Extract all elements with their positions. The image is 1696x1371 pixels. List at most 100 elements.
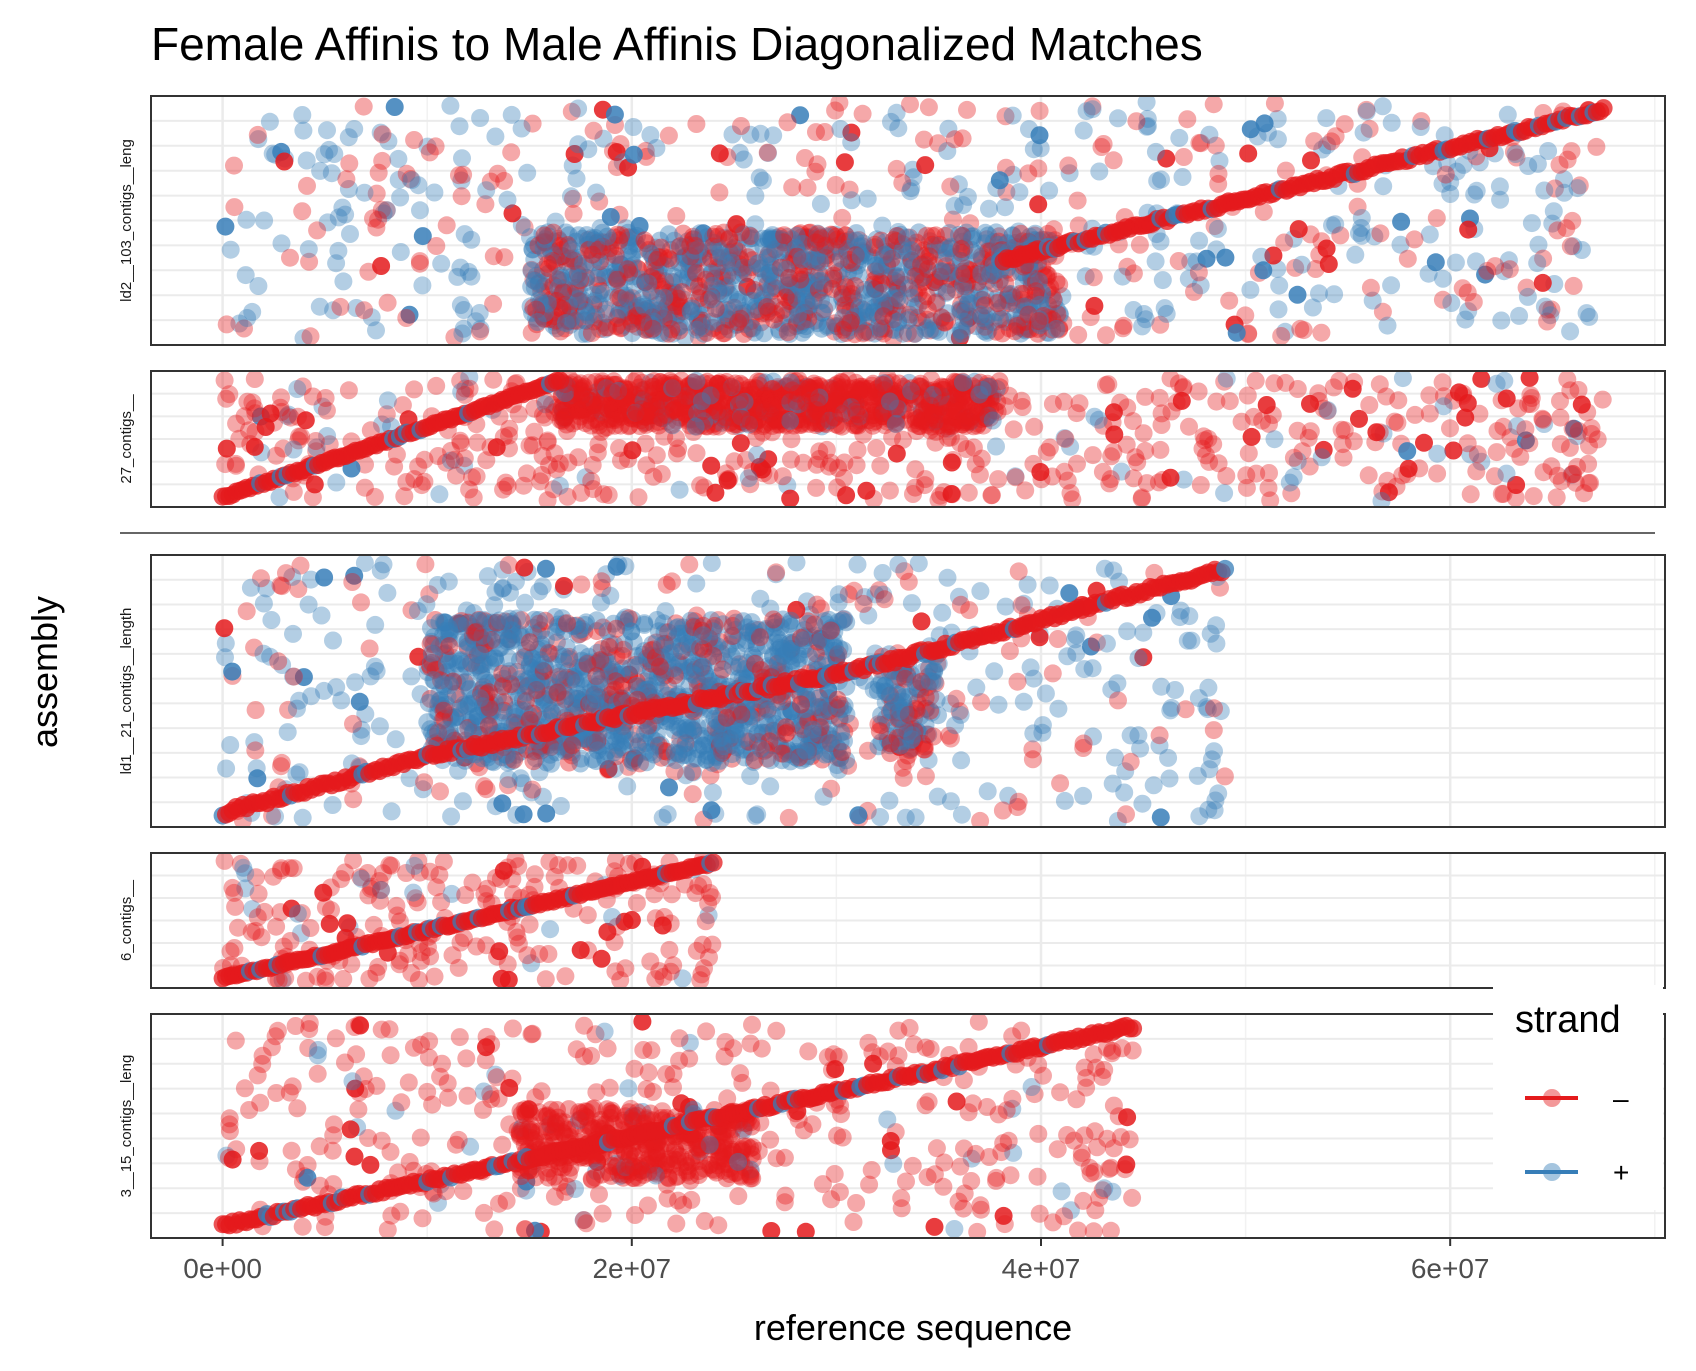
data-point: [569, 376, 588, 395]
data-point: [757, 298, 776, 317]
data-point: [552, 268, 571, 287]
data-point: [675, 739, 694, 758]
data-point: [757, 620, 775, 638]
data-point: [1040, 305, 1059, 324]
data-point: [803, 251, 822, 270]
data-point: [860, 382, 879, 401]
data-point: [960, 601, 979, 620]
data-point: [748, 411, 767, 430]
data-point: [614, 401, 633, 420]
data-point: [748, 625, 767, 644]
data-point: [627, 676, 646, 695]
data-point: [561, 389, 580, 408]
data-point: [448, 654, 467, 673]
data-point: [819, 623, 838, 642]
data-point: [249, 277, 268, 295]
data-point: [966, 455, 985, 474]
data-point: [554, 676, 573, 695]
data-point: [635, 297, 654, 316]
data-point: [764, 402, 783, 421]
data-point: [756, 373, 775, 392]
data-point: [819, 379, 838, 398]
data-point: [913, 402, 932, 421]
data-point: [951, 705, 970, 724]
data-point: [726, 711, 745, 730]
data-point: [440, 619, 458, 638]
data-point: [1565, 419, 1584, 438]
data-point: [261, 404, 280, 423]
data-point: [1410, 459, 1429, 478]
data-point: [538, 432, 557, 451]
data-point: [849, 265, 868, 284]
data-point: [1023, 740, 1042, 759]
data-point: [507, 662, 526, 681]
data-point: [596, 387, 615, 406]
data-point: [726, 374, 745, 393]
data-point: [411, 685, 430, 704]
data-point: [604, 411, 623, 430]
data-point: [785, 633, 804, 652]
data-point: [835, 722, 854, 741]
data-point: [1101, 470, 1120, 489]
data-point: [624, 118, 643, 136]
data-point: [352, 593, 370, 612]
data-point: [619, 383, 638, 402]
data-point: [834, 610, 853, 629]
data-point: [1128, 453, 1147, 472]
data-point: [571, 398, 590, 417]
data-point: [564, 249, 583, 268]
data-point: [571, 754, 590, 773]
data-point: [545, 232, 564, 251]
data-point: [826, 314, 845, 333]
data-point: [690, 387, 709, 406]
data-point: [248, 125, 267, 144]
data-point: [1012, 391, 1031, 410]
data-point: [735, 392, 754, 411]
data-point: [553, 304, 572, 322]
data-point: [916, 156, 935, 175]
data-point: [1352, 219, 1371, 237]
data-point: [760, 244, 779, 263]
data-point: [707, 386, 725, 405]
chart-title: Female Affinis to Male Affinis Diagonali…: [151, 18, 1203, 70]
data-point: [764, 372, 783, 391]
data-point: [792, 375, 811, 394]
data-point: [788, 299, 807, 318]
data-point: [754, 417, 772, 436]
data-point: [677, 247, 695, 266]
data-point: [882, 391, 901, 410]
data-point: [588, 735, 607, 754]
data-point: [808, 379, 827, 398]
data-point: [894, 377, 912, 396]
data-point: [588, 443, 607, 462]
data-point: [872, 274, 891, 293]
data-point: [1025, 226, 1044, 245]
data-point: [777, 377, 796, 396]
data-point: [952, 388, 971, 407]
data-point: [817, 227, 836, 246]
data-point: [538, 491, 557, 507]
data-point: [647, 391, 666, 410]
data-point: [734, 307, 753, 326]
data-point: [755, 324, 774, 343]
data-point: [779, 741, 798, 760]
data-point: [928, 416, 947, 435]
data-point: [442, 709, 461, 728]
data-point: [684, 230, 703, 249]
data-point: [784, 416, 803, 435]
data-point: [619, 757, 638, 776]
data-point: [1269, 300, 1288, 319]
data-point: [984, 266, 1003, 284]
data-point: [547, 633, 566, 652]
data-point: [217, 439, 236, 458]
data-point: [605, 404, 624, 423]
data-point: [771, 382, 790, 400]
data-point: [237, 210, 256, 229]
data-point: [659, 623, 678, 642]
data-point: [923, 386, 942, 405]
data-point: [1399, 459, 1418, 478]
data-point: [626, 409, 645, 428]
data-point: [883, 693, 902, 712]
data-point: [897, 752, 916, 770]
data-point: [755, 415, 774, 434]
